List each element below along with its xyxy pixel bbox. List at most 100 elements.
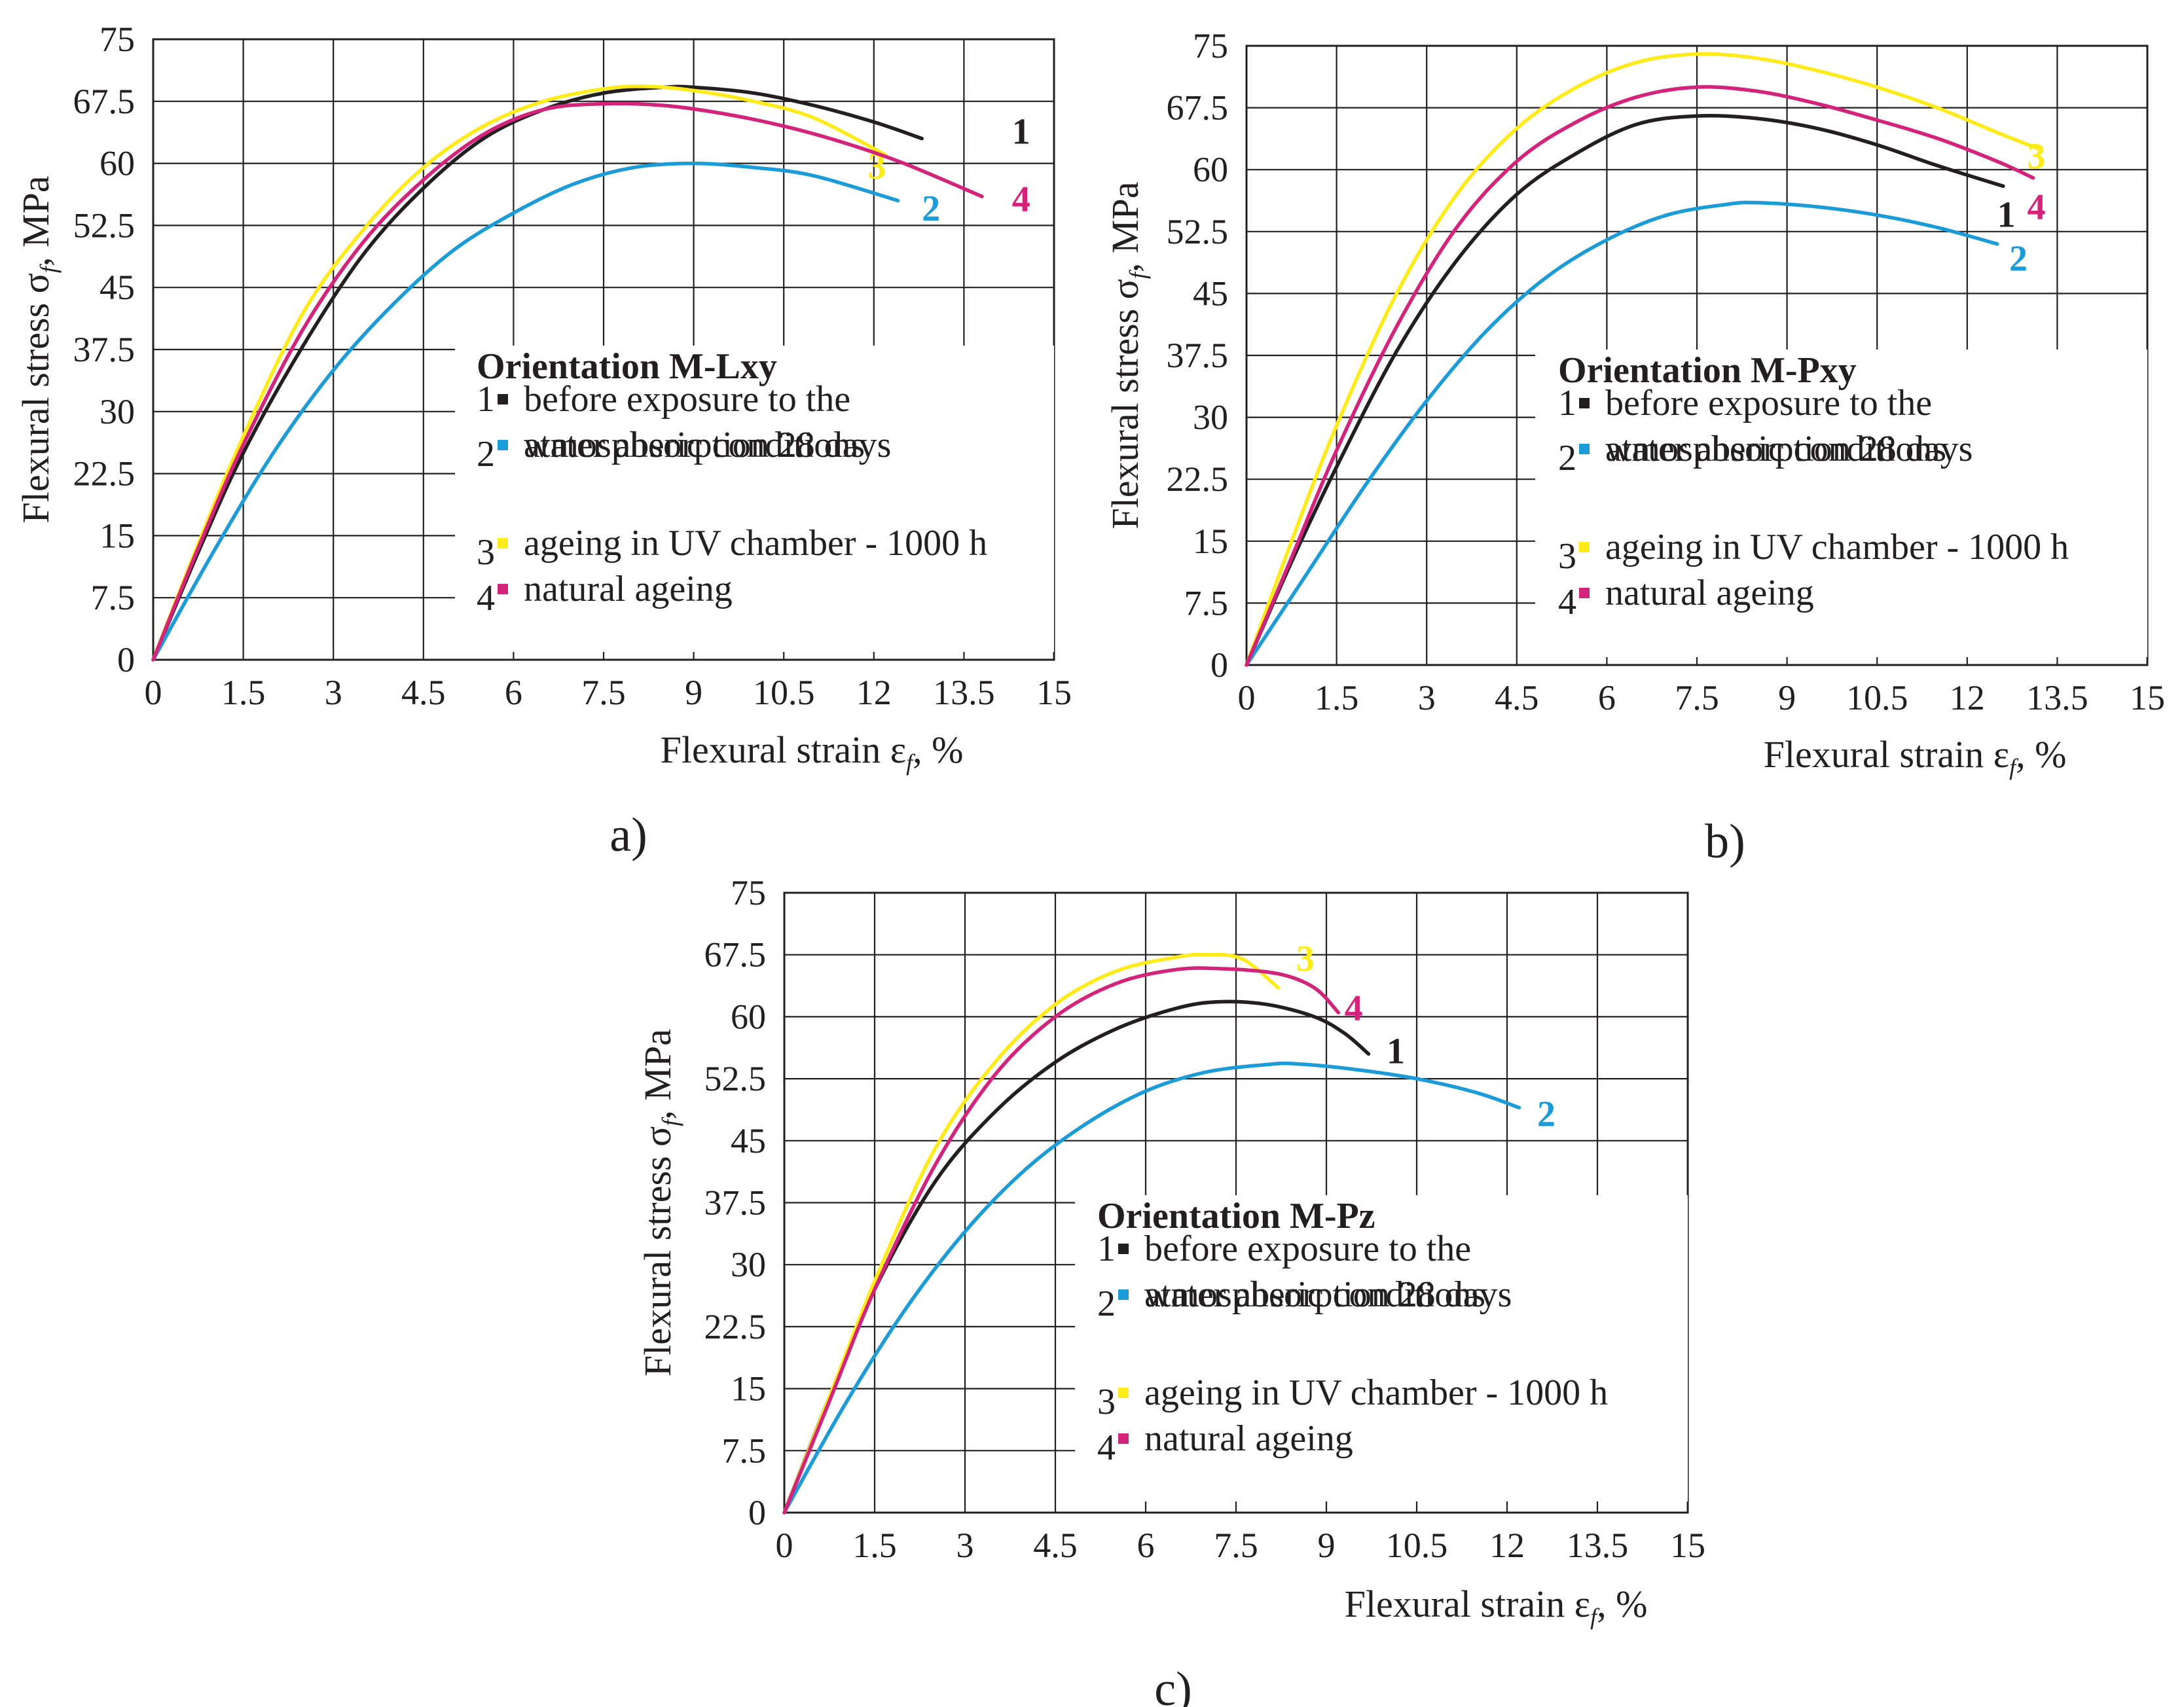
y-tick-label: 45: [1193, 274, 1228, 313]
x-tick-label: 15: [1670, 1526, 1705, 1565]
x-axis-label: Flexural strain εf, %: [1345, 1583, 1648, 1630]
legend-text-4: natural ageing: [1605, 573, 1814, 613]
y-tick-label: 0: [117, 640, 135, 679]
y-tick-label: 45: [731, 1121, 766, 1160]
series-label-1: 1: [1387, 1031, 1405, 1071]
y-tick-label: 15: [731, 1369, 766, 1409]
legend-text-1: before exposure to the: [1605, 383, 1932, 423]
x-tick-label: 15: [1036, 673, 1072, 712]
legend-number-2: 2: [1558, 438, 1576, 478]
series-line-2: [782, 1061, 1521, 1515]
legend-box: [1075, 1195, 1688, 1501]
y-tick-label: 37.5: [73, 330, 136, 369]
legend-number-4: 4: [477, 578, 495, 619]
x-tick-label: 0: [776, 1526, 793, 1565]
legend-swatch-3: [498, 538, 508, 548]
x-tick-label: 12: [1950, 678, 1985, 717]
x-tick-label: 12: [856, 673, 892, 712]
chart-panel-2: 0 1.5 3 4.5 6 7.5 9 10.5 12 13.5 1507.51522.53037.…: [1104, 26, 2165, 869]
legend-number-2: 2: [477, 434, 495, 475]
legend-swatch-1: [1579, 398, 1590, 408]
series-label-4: 4: [1012, 179, 1030, 220]
y-tick-label: 22.5: [704, 1307, 767, 1346]
legend-swatch-4: [1579, 588, 1590, 598]
legend-text-1: atmospheric conditions: [1144, 1274, 1485, 1315]
y-tick-label: 52.5: [1167, 212, 1229, 251]
x-tick-label: 0: [145, 673, 162, 712]
legend-swatch-4: [1118, 1433, 1129, 1444]
y-tick-label: 67.5: [704, 935, 767, 975]
x-tick-label: 7.5: [1675, 678, 1719, 717]
x-tick-label: 12: [1489, 1526, 1525, 1565]
y-tick-label: 30: [1193, 398, 1228, 437]
x-tick-label: 13.5: [933, 673, 995, 712]
series-label-1: 1: [1012, 112, 1030, 153]
legend-swatch-2: [1118, 1289, 1129, 1300]
legend-box: [455, 346, 1054, 652]
x-tick-label: 6: [1137, 1526, 1155, 1565]
x-tick-label: 10.5: [1386, 1526, 1448, 1565]
legend-number-1: 1: [1558, 383, 1576, 423]
legend-text-1: atmospheric conditions: [524, 425, 865, 465]
x-tick-label: 7.5: [581, 673, 626, 712]
legend-text-4: natural ageing: [1144, 1418, 1353, 1459]
y-tick-label: 37.5: [704, 1183, 767, 1223]
legend-text-1: atmospheric conditions: [1605, 429, 1946, 469]
x-tick-label: 6: [1598, 678, 1616, 717]
series-line-2: [151, 161, 900, 662]
legend-text-3: ageing in UV chamber - 1000 h: [524, 523, 987, 564]
legend-text-1: before exposure to the: [1144, 1229, 1471, 1269]
x-tick-label: 9: [685, 673, 702, 712]
x-tick-label: 1.5: [1315, 678, 1359, 717]
y-tick-label: 52.5: [73, 206, 136, 245]
panel-label: a): [610, 808, 647, 862]
legend-number-4: 4: [1558, 582, 1576, 622]
x-tick-label: 13.5: [2026, 678, 2088, 717]
y-tick-label: 30: [100, 392, 135, 431]
legend-swatch-3: [1579, 542, 1590, 552]
legend-text-3: ageing in UV chamber - 1000 h: [1144, 1373, 1608, 1413]
legend-text-2: water absorption 28 days: [1605, 429, 1973, 469]
series-label-2: 2: [1537, 1094, 1556, 1134]
legend-text-4: natural ageing: [524, 569, 733, 609]
x-tick-label: 9: [1318, 1526, 1336, 1565]
series-line-1: [151, 84, 924, 662]
chart-panel-1: 0 1.5 3 4.5 6 7.5 9 10.5 12 13.5 1507.51522.53037.…: [14, 20, 1072, 862]
legend-box: [1535, 350, 2147, 657]
legend-swatch-4: [498, 584, 508, 594]
x-tick-label: 4.5: [1495, 678, 1539, 717]
x-tick-label: 4.5: [1033, 1526, 1078, 1565]
panel-label: c): [1154, 1662, 1192, 1707]
y-tick-label: 0: [748, 1493, 766, 1532]
y-tick-label: 60: [100, 144, 135, 183]
y-tick-label: 7.5: [722, 1431, 767, 1470]
series-line-3: [151, 84, 888, 662]
legend-text-2: water absorption 28 days: [524, 425, 891, 465]
legend-number-3: 3: [1097, 1382, 1116, 1422]
y-tick-label: 67.5: [73, 82, 136, 121]
y-tick-label: 15: [100, 516, 135, 555]
series-label-3: 3: [2028, 136, 2046, 177]
legend-title: Orientation M-Pz: [1097, 1196, 1375, 1236]
x-tick-label: 10.5: [753, 673, 815, 712]
legend-number-4: 4: [1097, 1428, 1116, 1468]
legend-number-3: 3: [477, 532, 495, 573]
y-axis-label: Flexural stress σf, MPa: [14, 175, 62, 523]
x-tick-label: 9: [1778, 678, 1796, 717]
x-tick-label: 10.5: [1846, 678, 1908, 717]
x-tick-label: 6: [505, 673, 522, 712]
legend-title: Orientation M-Lxy: [477, 346, 777, 387]
y-tick-label: 75: [100, 20, 135, 59]
legend-swatch-2: [498, 440, 508, 450]
x-tick-label: 1.5: [221, 673, 266, 712]
x-tick-label: 13.5: [1567, 1526, 1629, 1565]
x-tick-label: 7.5: [1214, 1526, 1258, 1565]
series-line-3: [782, 952, 1281, 1515]
legend-number-1: 1: [1097, 1229, 1116, 1269]
x-tick-label: 0: [1238, 678, 1256, 717]
y-tick-label: 60: [1193, 150, 1228, 189]
series-line-4: [151, 101, 984, 662]
x-tick-label: 3: [1418, 678, 1436, 717]
y-tick-label: 60: [731, 997, 766, 1036]
y-tick-label: 45: [100, 268, 135, 307]
